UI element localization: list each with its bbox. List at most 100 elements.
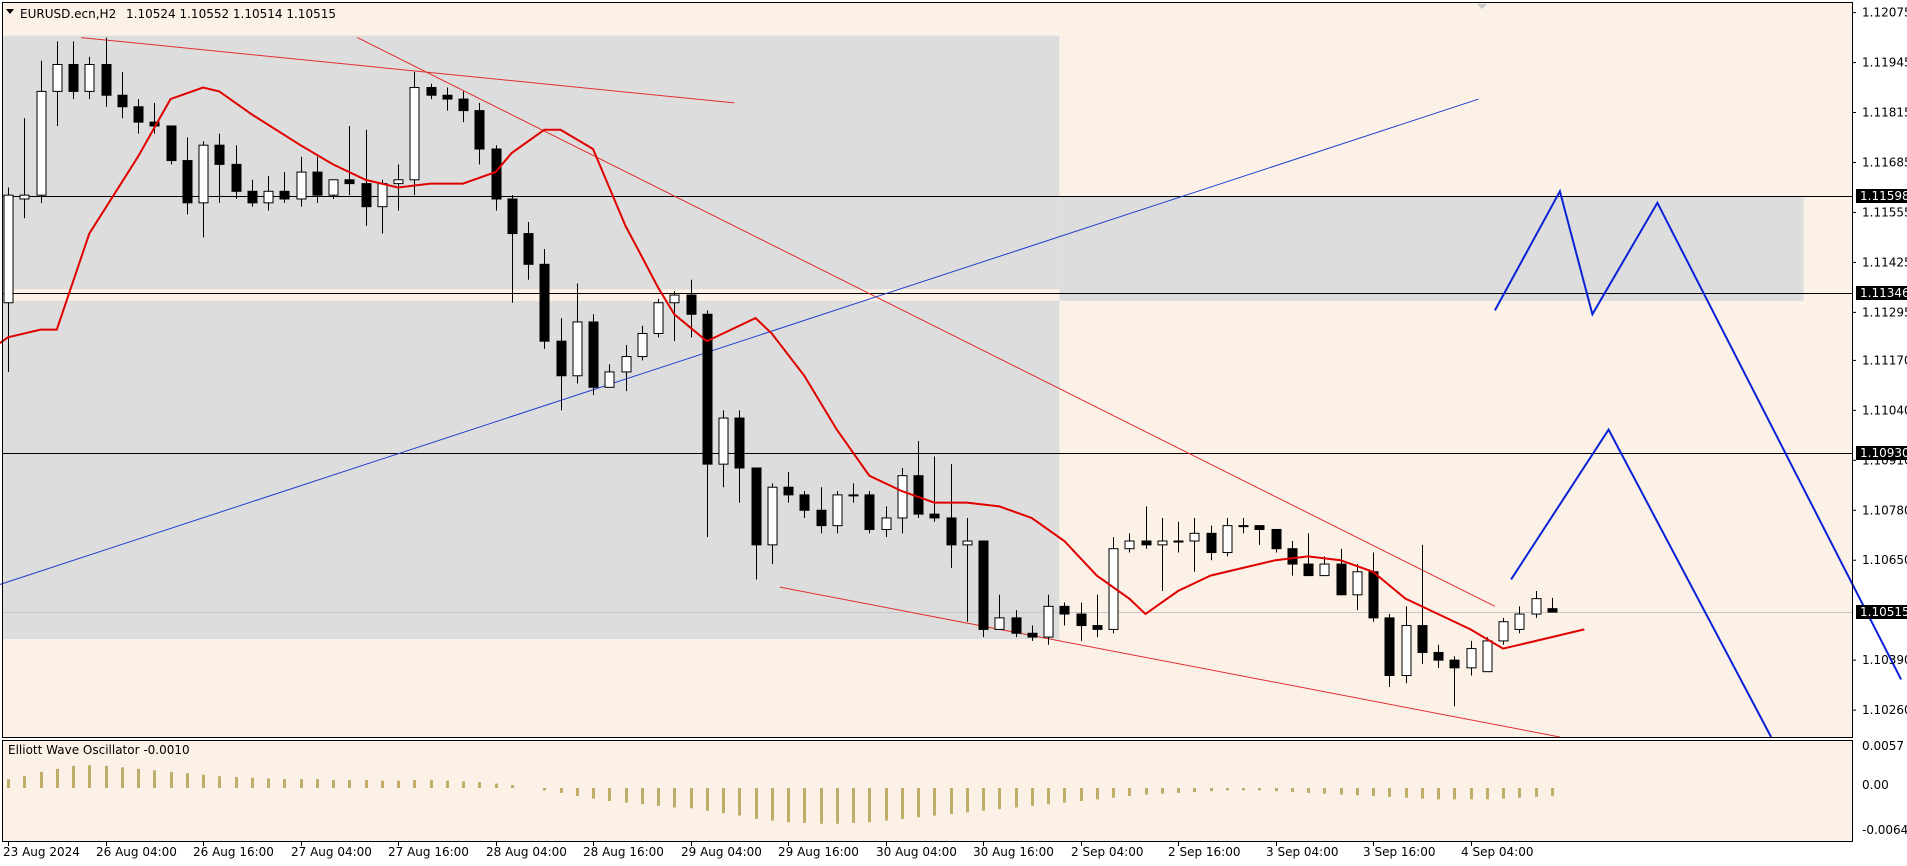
projection-zigzag-1[interactable] xyxy=(1510,427,1772,738)
candle[interactable] xyxy=(669,291,680,342)
projection-layer[interactable] xyxy=(1494,188,1902,738)
candle[interactable] xyxy=(962,517,973,622)
candle[interactable] xyxy=(507,195,518,303)
candle[interactable] xyxy=(1547,597,1558,613)
candle[interactable] xyxy=(994,594,1005,630)
candle[interactable] xyxy=(474,102,485,165)
candle[interactable] xyxy=(864,491,875,534)
trend-line-1[interactable] xyxy=(357,37,1496,607)
candle[interactable] xyxy=(247,179,258,207)
candle[interactable] xyxy=(1531,590,1542,618)
candle[interactable] xyxy=(978,540,989,638)
candle[interactable] xyxy=(117,72,128,119)
candle[interactable] xyxy=(214,133,225,203)
candle[interactable] xyxy=(458,91,469,123)
trend-line-3[interactable] xyxy=(0,98,1479,587)
candle[interactable] xyxy=(36,60,47,203)
candle[interactable] xyxy=(1043,594,1054,645)
candle[interactable] xyxy=(426,83,437,100)
candle[interactable] xyxy=(751,467,762,580)
candle[interactable] xyxy=(946,464,957,568)
candle[interactable] xyxy=(897,467,908,534)
candle[interactable] xyxy=(1173,521,1184,553)
time-axis[interactable]: 23 Aug 2024 26 Aug 04:00 26 Aug 16:00 27 Au… xyxy=(3,842,1533,859)
candle[interactable] xyxy=(1157,517,1168,591)
candle[interactable] xyxy=(231,145,242,199)
candle[interactable] xyxy=(1433,644,1444,668)
candle[interactable] xyxy=(442,87,453,111)
price-axis[interactable]: 1.12075 1.11945 1.11815 1.11685 1.11555 1.114… xyxy=(1852,6,1907,717)
candle[interactable] xyxy=(182,137,193,215)
candle[interactable] xyxy=(166,125,177,165)
candle[interactable] xyxy=(1482,637,1493,673)
candle[interactable] xyxy=(848,483,859,503)
candle[interactable] xyxy=(799,491,810,518)
oscillator-pane-background[interactable] xyxy=(2,740,1852,842)
candle[interactable] xyxy=(409,72,420,196)
candle[interactable] xyxy=(296,156,307,207)
candle[interactable] xyxy=(929,456,940,522)
candle[interactable] xyxy=(1141,506,1152,549)
candle[interactable] xyxy=(1449,656,1460,707)
candle[interactable] xyxy=(19,118,30,219)
candle[interactable] xyxy=(1059,602,1070,626)
candle[interactable] xyxy=(1352,564,1363,611)
candle[interactable] xyxy=(1092,594,1103,638)
candle[interactable] xyxy=(881,506,892,538)
candle[interactable] xyxy=(198,141,209,238)
candle[interactable] xyxy=(1514,606,1525,634)
candle[interactable] xyxy=(101,37,112,107)
candle[interactable] xyxy=(84,56,95,100)
candle[interactable] xyxy=(52,41,63,126)
candle[interactable] xyxy=(621,345,632,392)
candle[interactable] xyxy=(767,483,778,565)
candle[interactable] xyxy=(1189,517,1200,572)
candle[interactable] xyxy=(572,283,583,384)
candle[interactable] xyxy=(1384,614,1395,688)
candle[interactable] xyxy=(1254,525,1265,545)
candle[interactable] xyxy=(133,99,144,134)
candle[interactable] xyxy=(361,129,372,226)
candle[interactable] xyxy=(734,410,745,503)
trend-line-2[interactable] xyxy=(779,586,1560,738)
candle[interactable] xyxy=(1303,533,1314,577)
candle[interactable] xyxy=(1336,548,1347,596)
trend-lines-layer[interactable] xyxy=(0,37,1560,738)
candle[interactable] xyxy=(783,471,794,503)
candle[interactable] xyxy=(1466,640,1477,676)
candle[interactable] xyxy=(1076,602,1087,641)
candle[interactable] xyxy=(637,325,648,361)
candle[interactable] xyxy=(344,125,355,196)
candle[interactable] xyxy=(653,298,664,338)
candle[interactable] xyxy=(1011,610,1022,638)
candle[interactable] xyxy=(816,487,827,534)
candle[interactable] xyxy=(3,187,14,372)
candle[interactable] xyxy=(1108,537,1119,634)
candle[interactable] xyxy=(1498,617,1509,645)
projection-zigzag-0[interactable] xyxy=(1494,188,1902,680)
chart-shift-marker-icon[interactable] xyxy=(1477,4,1487,9)
candle[interactable] xyxy=(523,222,534,280)
candle[interactable] xyxy=(1222,517,1233,557)
candle[interactable] xyxy=(263,175,274,211)
candle[interactable] xyxy=(588,314,599,395)
candle[interactable] xyxy=(1319,556,1330,577)
candle[interactable] xyxy=(702,310,713,538)
candle[interactable] xyxy=(832,491,843,534)
candle[interactable] xyxy=(539,248,550,349)
dropdown-triangle-icon[interactable] xyxy=(6,9,14,14)
candle[interactable] xyxy=(1271,528,1282,553)
candle[interactable] xyxy=(556,318,567,411)
candle[interactable] xyxy=(1027,625,1038,641)
candle[interactable] xyxy=(718,410,729,488)
candle[interactable] xyxy=(604,364,615,388)
candle[interactable] xyxy=(1124,533,1135,553)
trend-line-0[interactable] xyxy=(81,37,735,104)
candle[interactable] xyxy=(68,41,79,100)
candle[interactable] xyxy=(1238,517,1249,534)
candle[interactable] xyxy=(1417,544,1428,664)
candle[interactable] xyxy=(1206,525,1217,561)
candle[interactable] xyxy=(1401,606,1412,684)
candle[interactable] xyxy=(279,172,290,203)
